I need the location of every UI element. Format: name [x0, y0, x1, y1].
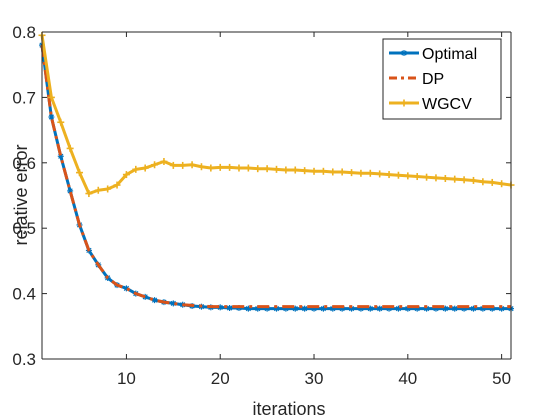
data-point-wgcv-12 — [141, 164, 149, 172]
data-point-optimal-37 — [376, 305, 383, 312]
data-point-wgcv-49 — [488, 178, 496, 186]
data-point-wgcv-38 — [385, 171, 393, 179]
axes-layer: 10 20 30 40 50 0.3 0.4 0.5 0.6 0.7 0.8 — [12, 23, 512, 388]
y-tick-label-0.7: 0.7 — [12, 88, 36, 107]
data-point-wgcv-19 — [207, 164, 215, 172]
legend-label-wgcv: WGCV — [422, 96, 472, 113]
data-point-wgcv-2 — [47, 93, 55, 101]
data-point-wgcv-39 — [394, 171, 402, 179]
data-point-wgcv-8 — [104, 185, 112, 193]
x-tick-label-50: 50 — [492, 369, 511, 388]
data-point-wgcv-5 — [76, 169, 84, 177]
data-point-wgcv-25 — [263, 165, 271, 173]
data-point-wgcv-47 — [469, 176, 477, 184]
y-axis-label: relative error — [11, 144, 31, 245]
y-tick-label-0.8: 0.8 — [12, 23, 36, 42]
data-point-wgcv-35 — [357, 169, 365, 177]
x-axis-label: iterations — [252, 399, 325, 419]
data-point-wgcv-16 — [179, 161, 187, 169]
data-point-wgcv-18 — [197, 163, 205, 171]
data-point-wgcv-45 — [451, 175, 459, 183]
data-point-optimal-2 — [48, 114, 55, 121]
data-point-wgcv-43 — [432, 174, 440, 182]
data-point-wgcv-21 — [226, 163, 234, 171]
data-point-wgcv-10 — [122, 171, 130, 179]
data-point-wgcv-26 — [273, 165, 280, 173]
legend-label-dp: DP — [422, 71, 444, 88]
data-point-wgcv-34 — [348, 169, 356, 177]
data-point-wgcv-50 — [498, 180, 506, 188]
data-point-wgcv-33 — [338, 168, 346, 176]
y-tick-label-0.6: 0.6 — [12, 154, 36, 173]
data-point-optimal-28 — [292, 305, 299, 312]
data-point-wgcv-30 — [310, 167, 318, 175]
data-point-wgcv-32 — [329, 168, 337, 176]
data-point-wgcv-41 — [413, 173, 421, 181]
data-point-wgcv-4 — [66, 144, 74, 152]
data-point-optimal-29 — [301, 305, 308, 312]
data-point-wgcv-7 — [94, 186, 102, 194]
data-point-optimal-21 — [226, 304, 233, 311]
legend: Optimal DP WGCV — [382, 38, 502, 120]
data-point-wgcv-20 — [216, 163, 224, 171]
legend-label-optimal: Optimal — [422, 46, 477, 63]
data-point-wgcv-9 — [113, 181, 121, 189]
data-point-wgcv-37 — [376, 170, 384, 178]
data-point-wgcv-14 — [160, 157, 168, 165]
data-point-optimal-24 — [254, 305, 261, 312]
y-tick-label-0.4: 0.4 — [12, 285, 36, 304]
data-point-wgcv-11 — [132, 165, 140, 173]
x-tick-label-30: 30 — [305, 369, 324, 388]
x-tick-label-40: 40 — [398, 369, 417, 388]
x-tick-label-10: 10 — [117, 369, 136, 388]
data-point-wgcv-24 — [254, 165, 262, 173]
data-point-optimal-45 — [451, 305, 458, 312]
legend-marker-optimal — [401, 50, 407, 56]
y-tick-label-0.3: 0.3 — [12, 350, 36, 369]
data-point-wgcv-40 — [404, 172, 412, 180]
data-point-wgcv-15 — [169, 161, 177, 169]
data-point-wgcv-6 — [85, 190, 93, 198]
data-point-wgcv-3 — [57, 118, 65, 126]
series-layer — [38, 31, 515, 312]
data-point-wgcv-48 — [479, 178, 487, 186]
data-point-wgcv-27 — [282, 166, 290, 174]
data-point-wgcv-44 — [441, 174, 449, 182]
x-tick-label-20: 20 — [211, 369, 230, 388]
data-point-wgcv-42 — [423, 173, 431, 181]
data-point-wgcv-22 — [235, 164, 243, 172]
series-line-dp — [40, 44, 511, 309]
data-point-optimal-47 — [470, 305, 477, 312]
y-tick-label-0.5: 0.5 — [12, 219, 36, 238]
data-point-wgcv-13 — [151, 161, 159, 169]
data-point-wgcv-31 — [319, 167, 327, 175]
data-point-optimal-13 — [151, 297, 158, 304]
data-point-wgcv-29 — [301, 167, 309, 175]
data-point-wgcv-28 — [291, 166, 299, 174]
legend-marker-wgcv — [400, 99, 408, 107]
data-point-wgcv-17 — [188, 161, 196, 169]
data-point-wgcv-46 — [460, 176, 468, 184]
data-point-wgcv-36 — [366, 169, 374, 177]
data-point-wgcv-23 — [244, 164, 252, 172]
